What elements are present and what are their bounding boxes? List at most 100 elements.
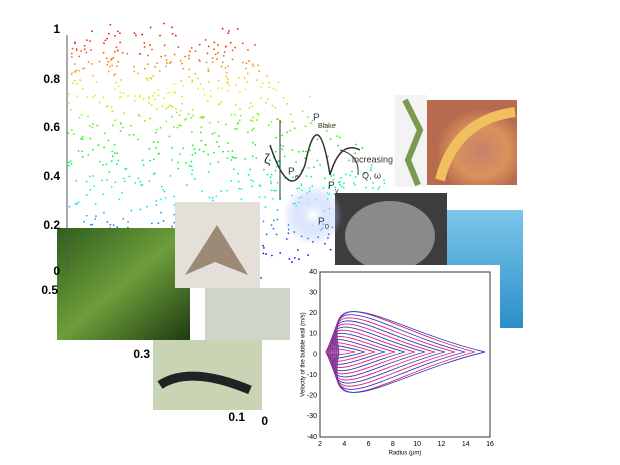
dot: [218, 135, 220, 137]
x-tick-label: 4: [342, 441, 346, 448]
dot: [113, 50, 116, 53]
dot: [141, 183, 144, 186]
dot: [78, 69, 80, 72]
dot: [103, 42, 105, 45]
dot: [248, 107, 251, 109]
dot: [97, 144, 100, 147]
dot: [91, 126, 93, 129]
dot: [152, 95, 155, 97]
dot: [200, 139, 203, 142]
dot: [199, 83, 202, 86]
dot: [119, 79, 122, 81]
dot: [230, 113, 233, 116]
dot: [217, 161, 220, 163]
dot: [354, 176, 357, 178]
dot: [117, 159, 120, 162]
dot: [146, 63, 149, 66]
dot: [75, 49, 78, 52]
dot: [98, 101, 101, 104]
dot: [104, 39, 107, 42]
dot: [310, 175, 313, 178]
dot: [171, 33, 174, 35]
dot: [271, 104, 274, 107]
dot: [73, 79, 76, 82]
dot: [258, 196, 261, 199]
dot: [251, 63, 254, 66]
dot: [106, 63, 109, 66]
dot: [176, 161, 179, 164]
dot: [254, 44, 256, 46]
dot: [323, 242, 326, 245]
dot: [171, 115, 173, 118]
dot: [173, 91, 175, 94]
dot: [207, 80, 210, 83]
dot: [300, 184, 303, 187]
dot: [71, 72, 74, 75]
dot: [258, 184, 261, 187]
dot: [179, 124, 182, 127]
dot: [89, 137, 92, 140]
dot: [239, 114, 242, 117]
dot: [211, 133, 214, 135]
dot: [85, 39, 88, 42]
dot: [116, 49, 119, 52]
dot: [139, 180, 142, 183]
dot: [119, 95, 122, 98]
dot: [107, 60, 110, 63]
diagram-label: P: [328, 181, 335, 192]
dot: [378, 186, 381, 189]
dot: [159, 198, 162, 201]
dot: [177, 167, 180, 170]
dot: [114, 35, 116, 37]
dot: [80, 50, 83, 52]
dot: [217, 120, 220, 123]
dot: [137, 113, 140, 116]
dot: [298, 258, 300, 261]
dot: [174, 34, 177, 37]
dot: [190, 160, 192, 163]
dot: [262, 168, 265, 171]
dot: [147, 54, 149, 57]
dot: [110, 186, 113, 188]
dot: [246, 80, 249, 83]
dot: [245, 62, 248, 65]
dot: [68, 93, 70, 95]
dot: [269, 176, 272, 178]
dot: [164, 54, 167, 57]
dot: [173, 83, 176, 85]
dot: [265, 253, 268, 255]
dot: [354, 184, 357, 186]
dot: [207, 70, 210, 73]
dot: [260, 277, 263, 279]
dot: [191, 144, 194, 147]
diagram-label: P: [288, 167, 295, 178]
diagram-label: Q, ω: [362, 170, 381, 180]
dot: [106, 179, 108, 181]
dot: [157, 94, 160, 96]
dot: [229, 41, 232, 44]
dot: [118, 198, 121, 201]
dot: [87, 61, 90, 63]
y-tick-label: 20: [309, 310, 317, 317]
dot: [139, 94, 142, 97]
dot: [199, 60, 201, 63]
dot: [270, 121, 273, 123]
dot: [89, 223, 92, 226]
dot: [85, 51, 88, 54]
dot: [148, 97, 150, 100]
dot: [67, 161, 70, 164]
dot: [206, 100, 209, 102]
dot: [235, 156, 238, 159]
dot: [262, 252, 265, 255]
diagram-label: v: [335, 188, 339, 195]
dot: [348, 159, 350, 162]
tick-label: 0.1: [228, 410, 245, 424]
dot: [149, 117, 152, 120]
dot: [262, 244, 265, 247]
dot: [176, 126, 179, 129]
dot: [180, 79, 183, 82]
dot: [163, 190, 166, 193]
dot: [128, 175, 131, 178]
dot: [113, 88, 116, 91]
dot: [277, 118, 280, 121]
